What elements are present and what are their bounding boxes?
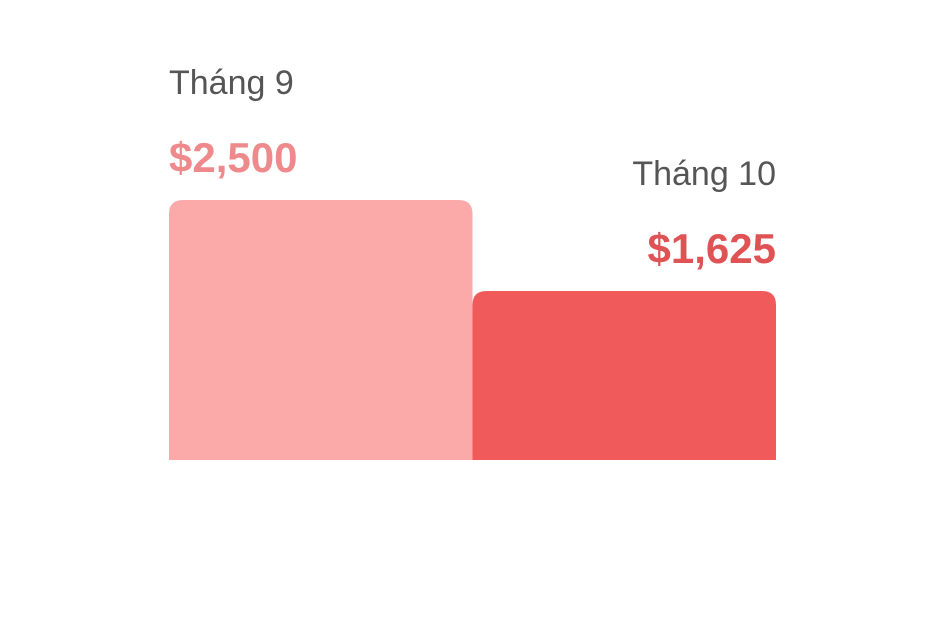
category-label-1: Tháng 9 bbox=[169, 64, 294, 102]
value-label-2: $1,625 bbox=[648, 225, 776, 272]
value-label-1: $2,500 bbox=[169, 134, 297, 181]
bar-1 bbox=[169, 200, 473, 460]
bar-2 bbox=[473, 291, 777, 460]
category-label-2: Tháng 10 bbox=[632, 155, 776, 193]
